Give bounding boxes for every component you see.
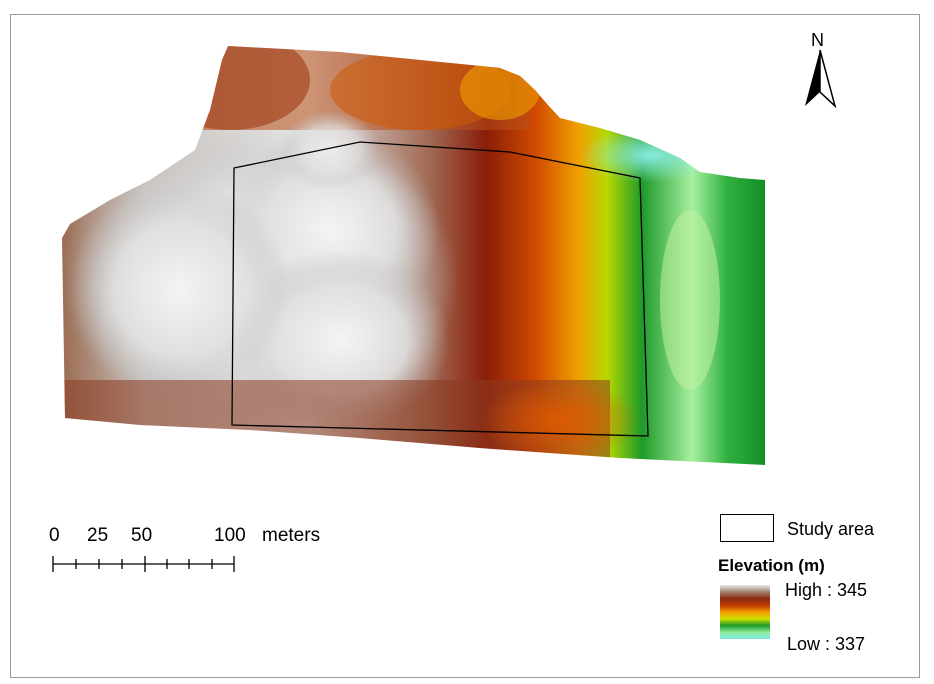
scale-label-25: 25 <box>87 525 109 546</box>
legend-elevation-title: Elevation (m) <box>718 556 825 575</box>
scale-unit: meters <box>262 525 321 546</box>
north-arrow-icon <box>805 49 837 109</box>
legend-elevation-ramp <box>720 585 770 639</box>
scale-bar <box>52 556 235 572</box>
north-label: N <box>811 30 824 50</box>
legend-high-label: High : 345 <box>785 580 868 600</box>
scale-label-50: 50 <box>131 525 153 546</box>
elevation-raster <box>62 46 765 465</box>
study-area-boundary <box>231 141 649 437</box>
scale-label-0: 0 <box>49 525 60 546</box>
legend-low-label: Low : 337 <box>787 634 866 654</box>
legend-study-area-label: Study area <box>787 519 875 539</box>
scale-label-100: 100 <box>214 525 246 546</box>
legend-study-area-swatch <box>720 514 774 542</box>
